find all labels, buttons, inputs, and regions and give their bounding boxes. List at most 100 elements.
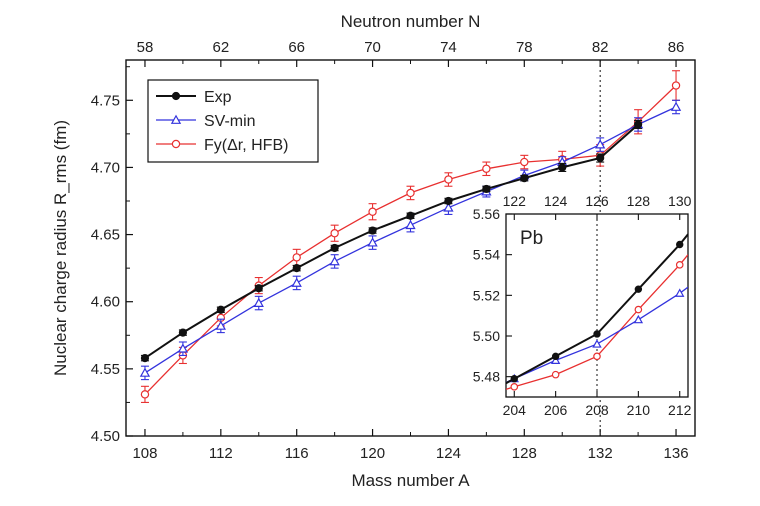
data-point-sv-min	[367, 237, 378, 247]
data-point-exp	[520, 174, 529, 183]
data-point-exp	[178, 328, 187, 337]
x-tick-label: 128	[512, 445, 537, 462]
inset-data-point-fy-r-hfb	[634, 305, 643, 314]
data-point-exp	[596, 153, 605, 163]
inset-data-point-sv-min	[592, 339, 602, 348]
data-point-sv-min	[595, 139, 606, 149]
data-point-fy-r-hfb	[482, 164, 491, 173]
inset-series-fy-r-hfb	[506, 254, 688, 391]
legend-entry-exp: Exp	[156, 89, 232, 106]
x2-tick-label: 86	[668, 39, 685, 56]
data-point-exp	[368, 226, 377, 235]
inset-y-tick-label: 5.48	[473, 369, 500, 385]
legend-swatch-marker	[171, 139, 181, 149]
series-sv-min	[139, 99, 682, 381]
y-axis-title: Nuclear charge radius R_rms (fm)	[51, 120, 70, 376]
inset-y-tick-label: 5.56	[473, 206, 500, 222]
inset-data-point-fy-r-hfb	[551, 370, 560, 379]
x-tick-label: 108	[132, 445, 157, 462]
inset-x-tick-label: 212	[668, 402, 692, 418]
data-point-fy-r-hfb	[368, 207, 377, 216]
inset-data-point-fy-r-hfb	[675, 261, 684, 269]
data-point-sv-min	[405, 219, 416, 230]
inset-y-tick-label: 5.50	[473, 328, 500, 344]
inset-series-layer	[506, 233, 688, 391]
inset-tick-marks	[506, 213, 681, 397]
inset-data-point-exp	[676, 240, 684, 249]
data-point-exp	[482, 184, 491, 194]
data-point-exp	[330, 243, 339, 253]
legend-swatch-marker	[170, 114, 182, 124]
x2-tick-label: 58	[137, 39, 154, 56]
series-exp	[140, 119, 643, 363]
data-point-fy-r-hfb	[406, 188, 415, 198]
inset-series-exp	[506, 233, 688, 385]
x2-tick-label: 74	[440, 39, 457, 56]
inset-data-point-sv-min	[633, 314, 644, 324]
series-line-exp	[144, 123, 639, 359]
x-tick-label: 116	[285, 445, 309, 462]
data-point-exp	[292, 264, 301, 273]
data-point-sv-min	[139, 367, 151, 377]
main-plot-frame	[125, 59, 696, 437]
data-point-fy-r-hfb	[671, 81, 681, 90]
y-tick-label: 4.75	[91, 92, 120, 109]
data-point-exp	[254, 284, 263, 293]
data-point-sv-min	[329, 256, 340, 266]
x2-tick-label: 70	[364, 39, 381, 56]
data-point-exp	[558, 163, 567, 172]
legend-label: SV-min	[204, 113, 256, 130]
inset-data-point-fy-r-hfb	[510, 383, 519, 391]
y-tick-label: 4.70	[91, 159, 120, 176]
inset-y-tick-label: 5.54	[473, 247, 500, 263]
x2-tick-label: 78	[516, 39, 533, 56]
inset-data-point-exp	[593, 330, 601, 338]
inset-chart	[505, 213, 689, 398]
inset-x2-tick-label: 124	[544, 193, 568, 209]
inset-x2-tick-label: 126	[585, 193, 609, 209]
x-tick-label: 120	[360, 445, 385, 462]
data-point-sv-min	[215, 320, 226, 330]
data-point-exp	[444, 196, 453, 206]
legend-label: Fy(Δr, HFB)	[204, 137, 288, 154]
legend-entry-fy-r-hfb: Fy(Δr, HFB)	[156, 137, 288, 154]
data-point-exp	[406, 211, 415, 220]
data-point-sv-min	[291, 277, 302, 287]
x-tick-label: 136	[664, 445, 689, 462]
inset-data-point-exp	[634, 285, 643, 293]
inset-x-tick-label: 204	[503, 402, 527, 418]
inset-data-point-exp	[551, 352, 560, 361]
y-tick-label: 4.55	[91, 361, 120, 378]
inset-x2-tick-label: 128	[627, 193, 651, 209]
data-point-sv-min	[177, 343, 189, 353]
inset-x-tick-label: 206	[544, 402, 568, 418]
inset-x-tick-label: 208	[585, 402, 609, 418]
legend-swatch-marker	[171, 91, 181, 101]
x2-axis-title: Neutron number N	[341, 12, 481, 31]
data-point-fy-r-hfb	[140, 390, 150, 399]
inset-y-tick-label: 5.52	[473, 287, 500, 303]
x2-tick-label: 62	[212, 39, 229, 56]
inset-x2-tick-label: 122	[503, 193, 527, 209]
data-point-exp	[216, 305, 225, 314]
y-tick-label: 4.65	[91, 227, 120, 244]
legend: Exp SV-min Fy(Δr, HFB)	[147, 79, 319, 163]
data-point-fy-r-hfb	[520, 157, 529, 167]
x-axis-title: Mass number A	[351, 471, 470, 490]
data-point-sv-min	[253, 297, 264, 307]
data-point-exp	[140, 354, 150, 363]
text-labels: 108 58 112 62 116 66 120 70 124 74 128 78 132 82 136 86…	[51, 12, 692, 490]
y-tick-label: 4.50	[91, 428, 120, 445]
data-point-fy-r-hfb	[292, 253, 301, 262]
data-point-exp	[634, 120, 643, 129]
y-tick-label: 4.60	[91, 294, 120, 311]
inset-x2-tick-label: 130	[668, 193, 692, 209]
main-chart: Exp SV-min Fy(Δr, HFB)	[125, 59, 696, 437]
inset-x-tick-label: 210	[627, 402, 651, 418]
data-point-fy-r-hfb	[444, 175, 453, 184]
data-point-fy-r-hfb	[330, 229, 339, 238]
data-point-sv-min	[443, 202, 454, 212]
x-tick-label: 132	[588, 445, 613, 462]
data-point-sv-min	[670, 101, 682, 111]
